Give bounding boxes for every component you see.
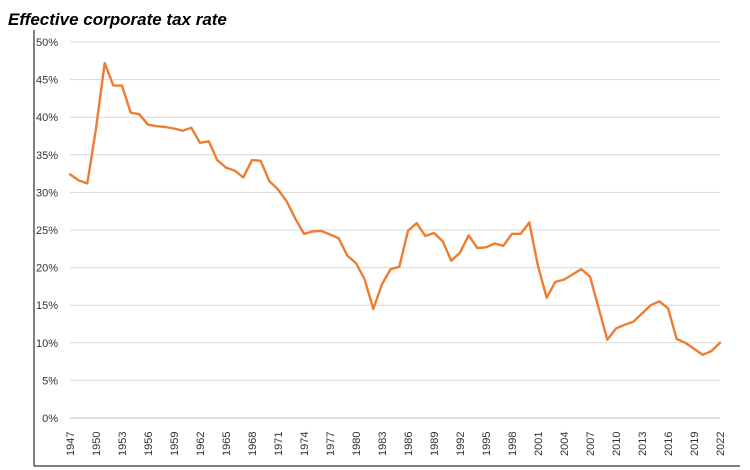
- x-tick-label: 1953: [117, 432, 129, 456]
- series-line: [68, 61, 722, 356]
- x-tick-label: 1995: [481, 432, 493, 456]
- y-tick-label: 45%: [36, 75, 58, 87]
- x-tick-label: 1965: [221, 432, 233, 456]
- x-tick-label: 1986: [403, 432, 415, 456]
- x-tick-label: 2016: [663, 432, 675, 456]
- x-tick-label: 1968: [247, 432, 259, 456]
- x-tick-label: 1983: [377, 432, 389, 456]
- x-tick-label: 2022: [715, 432, 727, 456]
- x-tick-label: 1992: [455, 432, 467, 456]
- x-tick-label: 2004: [559, 432, 571, 456]
- x-tick-label: 2001: [533, 432, 545, 456]
- y-tick-label: 35%: [36, 150, 58, 162]
- x-tick-label: 2013: [637, 432, 649, 456]
- x-tick-label: 2010: [611, 432, 623, 456]
- y-tick-label: 50%: [36, 37, 58, 49]
- y-tick-label: 30%: [36, 187, 58, 199]
- x-tick-label: 1998: [507, 432, 519, 456]
- x-tick-label: 1962: [195, 432, 207, 456]
- x-tick-label: 1977: [325, 432, 337, 456]
- x-tick-label: 1947: [65, 432, 77, 456]
- x-tick-label: 1980: [351, 432, 363, 456]
- y-tick-label: 5%: [42, 375, 58, 387]
- y-tick-label: 20%: [36, 263, 58, 275]
- x-tick-label: 1971: [273, 432, 285, 456]
- y-tick-label: 15%: [36, 300, 58, 312]
- x-tick-label: 1956: [143, 432, 155, 456]
- x-tick-label: 2007: [585, 432, 597, 456]
- chart-title: Effective corporate tax rate: [8, 10, 227, 29]
- x-tick-label: 1989: [429, 432, 441, 456]
- y-tick-label: 0%: [42, 413, 58, 425]
- x-tick-label: 1974: [299, 432, 311, 456]
- y-tick-label: 25%: [36, 225, 58, 237]
- x-tick-label: 1950: [91, 432, 103, 456]
- x-tick-label: 1959: [169, 432, 181, 456]
- y-tick-label: 40%: [36, 112, 58, 124]
- y-tick-label: 10%: [36, 338, 58, 350]
- x-tick-label: 2019: [689, 432, 701, 456]
